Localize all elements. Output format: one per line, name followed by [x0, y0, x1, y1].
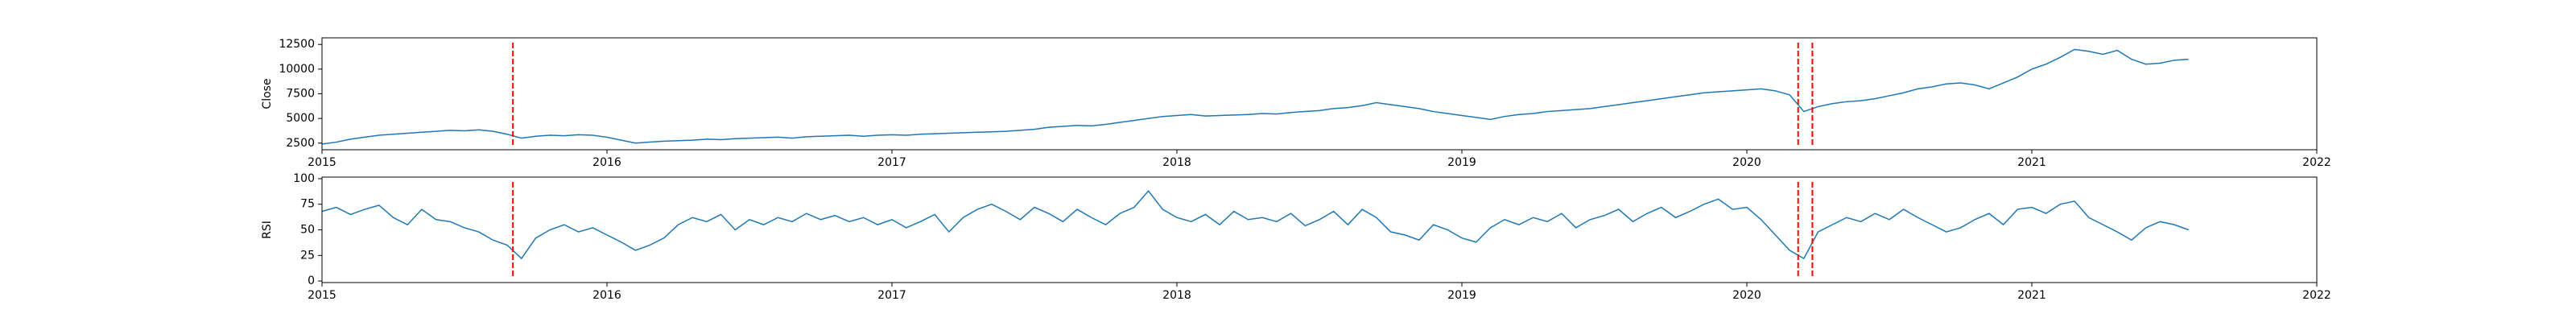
price-line	[321, 48, 2189, 145]
plot-area	[322, 38, 2317, 150]
x-tick-label: 2015	[308, 289, 336, 302]
y-tick-label: 25	[300, 249, 315, 262]
x-tick-label: 2020	[1732, 289, 1761, 302]
y-tick-label: 2500	[286, 137, 315, 150]
y-axis-label: RSI	[261, 221, 274, 239]
x-tick-label: 2016	[592, 156, 621, 169]
x-tick-label: 2021	[2017, 156, 2046, 169]
x-tick-label: 2015	[308, 156, 336, 169]
x-tick-label: 2018	[1162, 289, 1191, 302]
x-tick-label: 2022	[2302, 156, 2331, 169]
y-tick-label: 100	[293, 172, 315, 185]
x-tick-label: 2022	[2302, 289, 2331, 302]
x-tick-label: 2019	[1447, 156, 1476, 169]
plot-area	[322, 177, 2317, 283]
price-line	[321, 189, 2189, 260]
axes-frame	[321, 176, 2318, 283]
x-tick-label: 2021	[2017, 289, 2046, 302]
y-tick-label: 50	[300, 224, 315, 237]
y-axis-label: Close	[261, 78, 274, 109]
x-tick-label: 2017	[877, 156, 906, 169]
y-tick-label: 12500	[279, 38, 315, 51]
x-tick-label: 2020	[1732, 156, 1761, 169]
x-tick-label: 2017	[877, 289, 906, 302]
axes-frame	[321, 37, 2318, 151]
y-tick-label: 5000	[286, 112, 315, 125]
x-tick-label: 2019	[1447, 289, 1476, 302]
y-tick-label: 0	[308, 275, 315, 287]
y-tick-label: 75	[300, 198, 315, 211]
x-tick-label: 2018	[1162, 156, 1191, 169]
x-tick-label: 2016	[592, 289, 621, 302]
y-tick-label: 7500	[286, 88, 315, 101]
y-tick-label: 10000	[279, 63, 315, 76]
